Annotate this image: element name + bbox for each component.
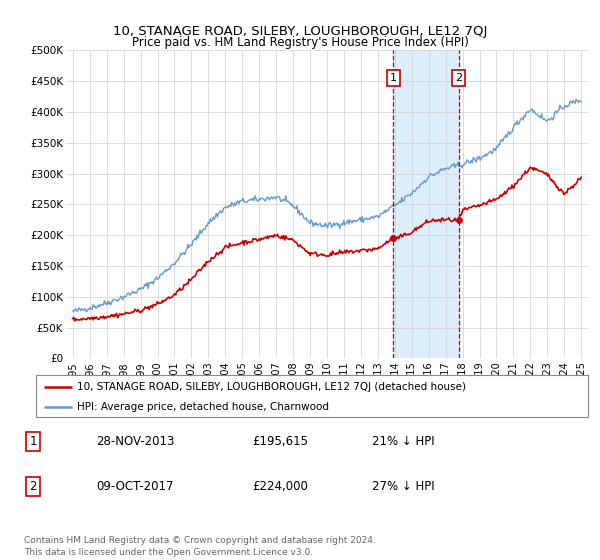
Text: 27% ↓ HPI: 27% ↓ HPI [372, 480, 434, 493]
Text: 2: 2 [29, 480, 37, 493]
Text: 1: 1 [390, 73, 397, 83]
Text: 10, STANAGE ROAD, SILEBY, LOUGHBOROUGH, LE12 7QJ: 10, STANAGE ROAD, SILEBY, LOUGHBOROUGH, … [113, 25, 487, 38]
Bar [393, 50, 458, 358]
Text: 28-NOV-2013: 28-NOV-2013 [96, 435, 175, 449]
Text: Price paid vs. HM Land Registry's House Price Index (HPI): Price paid vs. HM Land Registry's House … [131, 36, 469, 49]
Text: £195,615: £195,615 [252, 435, 308, 449]
Text: 21% ↓ HPI: 21% ↓ HPI [372, 435, 434, 449]
Text: 10, STANAGE ROAD, SILEBY, LOUGHBOROUGH, LE12 7QJ (detached house): 10, STANAGE ROAD, SILEBY, LOUGHBOROUGH, … [77, 381, 466, 391]
Text: 09-OCT-2017: 09-OCT-2017 [96, 480, 173, 493]
Text: HPI: Average price, detached house, Charnwood: HPI: Average price, detached house, Char… [77, 402, 329, 412]
Text: 2: 2 [455, 73, 462, 83]
Text: £224,000: £224,000 [252, 480, 308, 493]
Text: 1: 1 [29, 435, 37, 449]
Text: Contains HM Land Registry data © Crown copyright and database right 2024.
This d: Contains HM Land Registry data © Crown c… [24, 536, 376, 557]
